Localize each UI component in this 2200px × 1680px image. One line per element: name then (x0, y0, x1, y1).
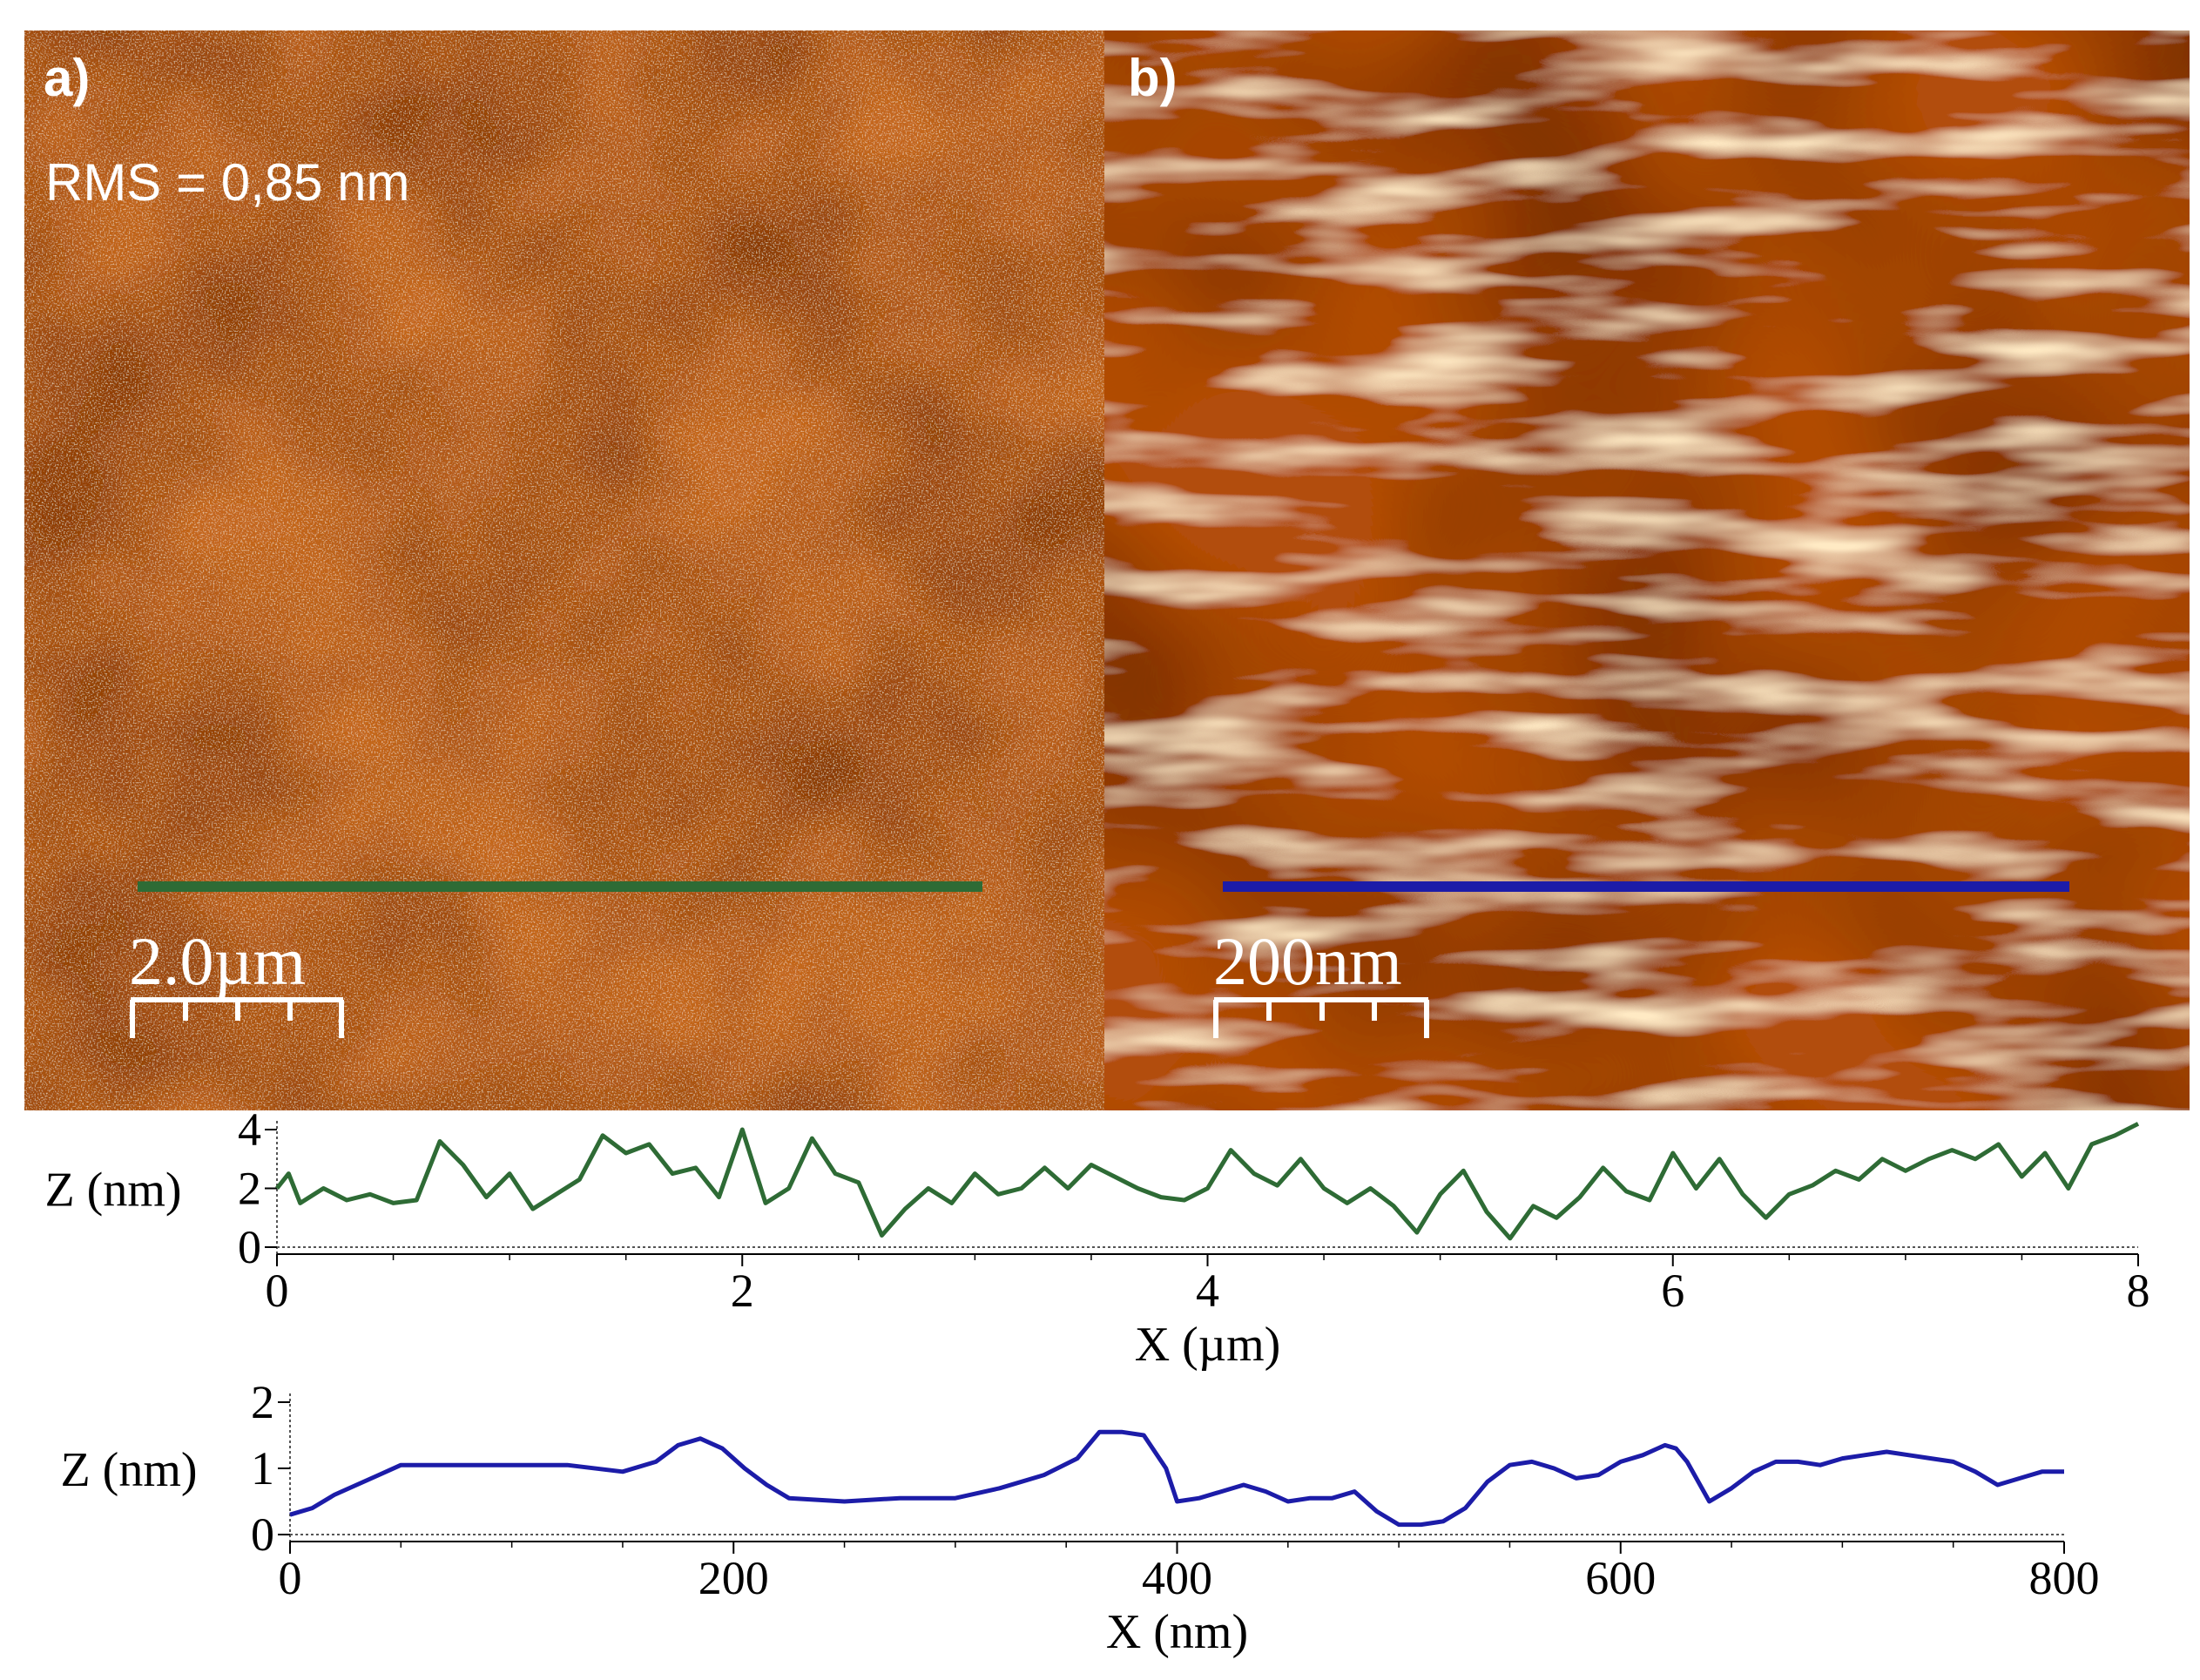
y-tick-label: 2 (238, 1163, 261, 1215)
scale-bar-label-b: 200nm (1213, 923, 1402, 999)
profile-series-line (275, 1122, 2140, 1241)
afm-image-b: b) 200nm (1104, 30, 2190, 1110)
y-axis-label: Z (nm) (60, 1443, 197, 1497)
x-tick-label: 8 (2127, 1265, 2150, 1317)
x-tick-label: 2 (731, 1265, 754, 1317)
y-tick-label: 4 (238, 1103, 261, 1156)
afm-texture-b (1104, 30, 2190, 1110)
x-tick-label: 0 (266, 1265, 289, 1317)
panel-label-a: a) (44, 49, 90, 107)
x-axis-label: X (nm) (1106, 1605, 1248, 1659)
scale-bar-b (1213, 997, 1429, 1038)
x-tick-label: 0 (279, 1552, 302, 1604)
scale-bar-label-a: 2.0µm (129, 923, 306, 999)
y-tick-label: 0 (238, 1221, 261, 1273)
x-tick-label: 4 (1196, 1265, 1219, 1317)
y-tick-label: 1 (251, 1442, 274, 1494)
x-axis-label: X (µm) (1135, 1318, 1281, 1372)
height-profile-chart-b: 0 200 400 600 800 0 1 2 X (nm) Z (nm) (60, 1376, 2099, 1659)
profile-series-line (289, 1429, 2064, 1528)
panel-label-b: b) (1128, 49, 1178, 107)
y-axis-label: Z (nm) (44, 1164, 181, 1218)
y-tick-label: 2 (251, 1376, 274, 1428)
x-tick-label: 400 (1142, 1552, 1212, 1604)
y-tick-label: 0 (251, 1508, 274, 1561)
x-tick-label: 6 (1661, 1265, 1684, 1317)
x-tick-label: 800 (2029, 1552, 2100, 1604)
afm-texture-a (24, 30, 1104, 1110)
scale-bar-a (130, 997, 344, 1038)
x-tick-label: 200 (698, 1552, 769, 1604)
rms-value: RMS = 0,85 nm (45, 153, 410, 212)
afm-image-a: a) RMS = 0,85 nm 2.0µm (24, 30, 1104, 1110)
x-tick-label: 600 (1585, 1552, 1656, 1604)
